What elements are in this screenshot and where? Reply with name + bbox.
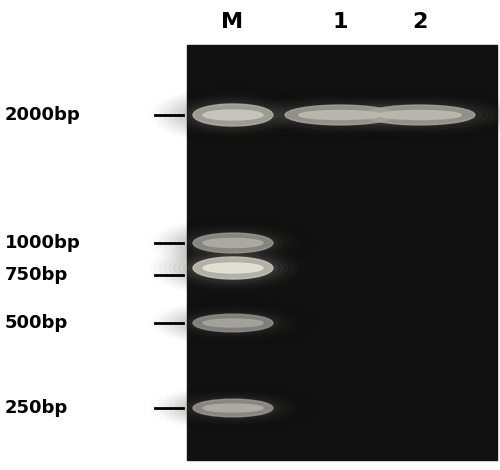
- Text: 1000bp: 1000bp: [5, 234, 81, 252]
- Ellipse shape: [188, 313, 278, 333]
- Ellipse shape: [184, 397, 282, 419]
- Ellipse shape: [365, 106, 475, 124]
- Ellipse shape: [193, 400, 273, 416]
- Ellipse shape: [184, 101, 282, 129]
- Ellipse shape: [188, 256, 278, 280]
- Ellipse shape: [285, 106, 395, 124]
- Ellipse shape: [178, 99, 288, 131]
- Text: 2: 2: [412, 12, 428, 32]
- Ellipse shape: [352, 102, 488, 127]
- Ellipse shape: [193, 234, 273, 252]
- Ellipse shape: [188, 103, 278, 127]
- Ellipse shape: [193, 105, 273, 125]
- Ellipse shape: [358, 104, 482, 126]
- Ellipse shape: [203, 110, 263, 120]
- Ellipse shape: [184, 254, 282, 282]
- Ellipse shape: [203, 263, 263, 273]
- Bar: [187, 45, 497, 460]
- Ellipse shape: [203, 404, 263, 412]
- Ellipse shape: [184, 312, 282, 334]
- Ellipse shape: [193, 257, 273, 279]
- Text: 1: 1: [332, 12, 348, 32]
- Text: 750bp: 750bp: [5, 266, 68, 284]
- Ellipse shape: [169, 248, 297, 288]
- Ellipse shape: [193, 399, 273, 417]
- Ellipse shape: [379, 110, 461, 119]
- Ellipse shape: [193, 314, 273, 332]
- Ellipse shape: [178, 310, 288, 336]
- Text: M: M: [221, 12, 243, 32]
- Ellipse shape: [203, 238, 263, 248]
- Text: 500bp: 500bp: [5, 314, 68, 332]
- Ellipse shape: [178, 228, 288, 258]
- Ellipse shape: [174, 97, 292, 133]
- Ellipse shape: [174, 250, 292, 286]
- Ellipse shape: [258, 99, 422, 131]
- Ellipse shape: [193, 258, 273, 278]
- Ellipse shape: [272, 102, 408, 127]
- Ellipse shape: [278, 104, 402, 126]
- Ellipse shape: [184, 230, 282, 256]
- Ellipse shape: [193, 104, 273, 126]
- Text: 2000bp: 2000bp: [5, 106, 81, 124]
- Ellipse shape: [338, 99, 500, 131]
- Ellipse shape: [285, 105, 395, 125]
- Ellipse shape: [193, 233, 273, 253]
- Ellipse shape: [193, 315, 273, 331]
- Ellipse shape: [365, 105, 475, 125]
- Ellipse shape: [299, 110, 382, 119]
- Ellipse shape: [345, 101, 495, 129]
- Ellipse shape: [178, 252, 288, 284]
- Text: 250bp: 250bp: [5, 399, 68, 417]
- Ellipse shape: [265, 101, 415, 129]
- Ellipse shape: [203, 319, 263, 327]
- Ellipse shape: [178, 395, 288, 421]
- Ellipse shape: [188, 399, 278, 418]
- Ellipse shape: [188, 232, 278, 254]
